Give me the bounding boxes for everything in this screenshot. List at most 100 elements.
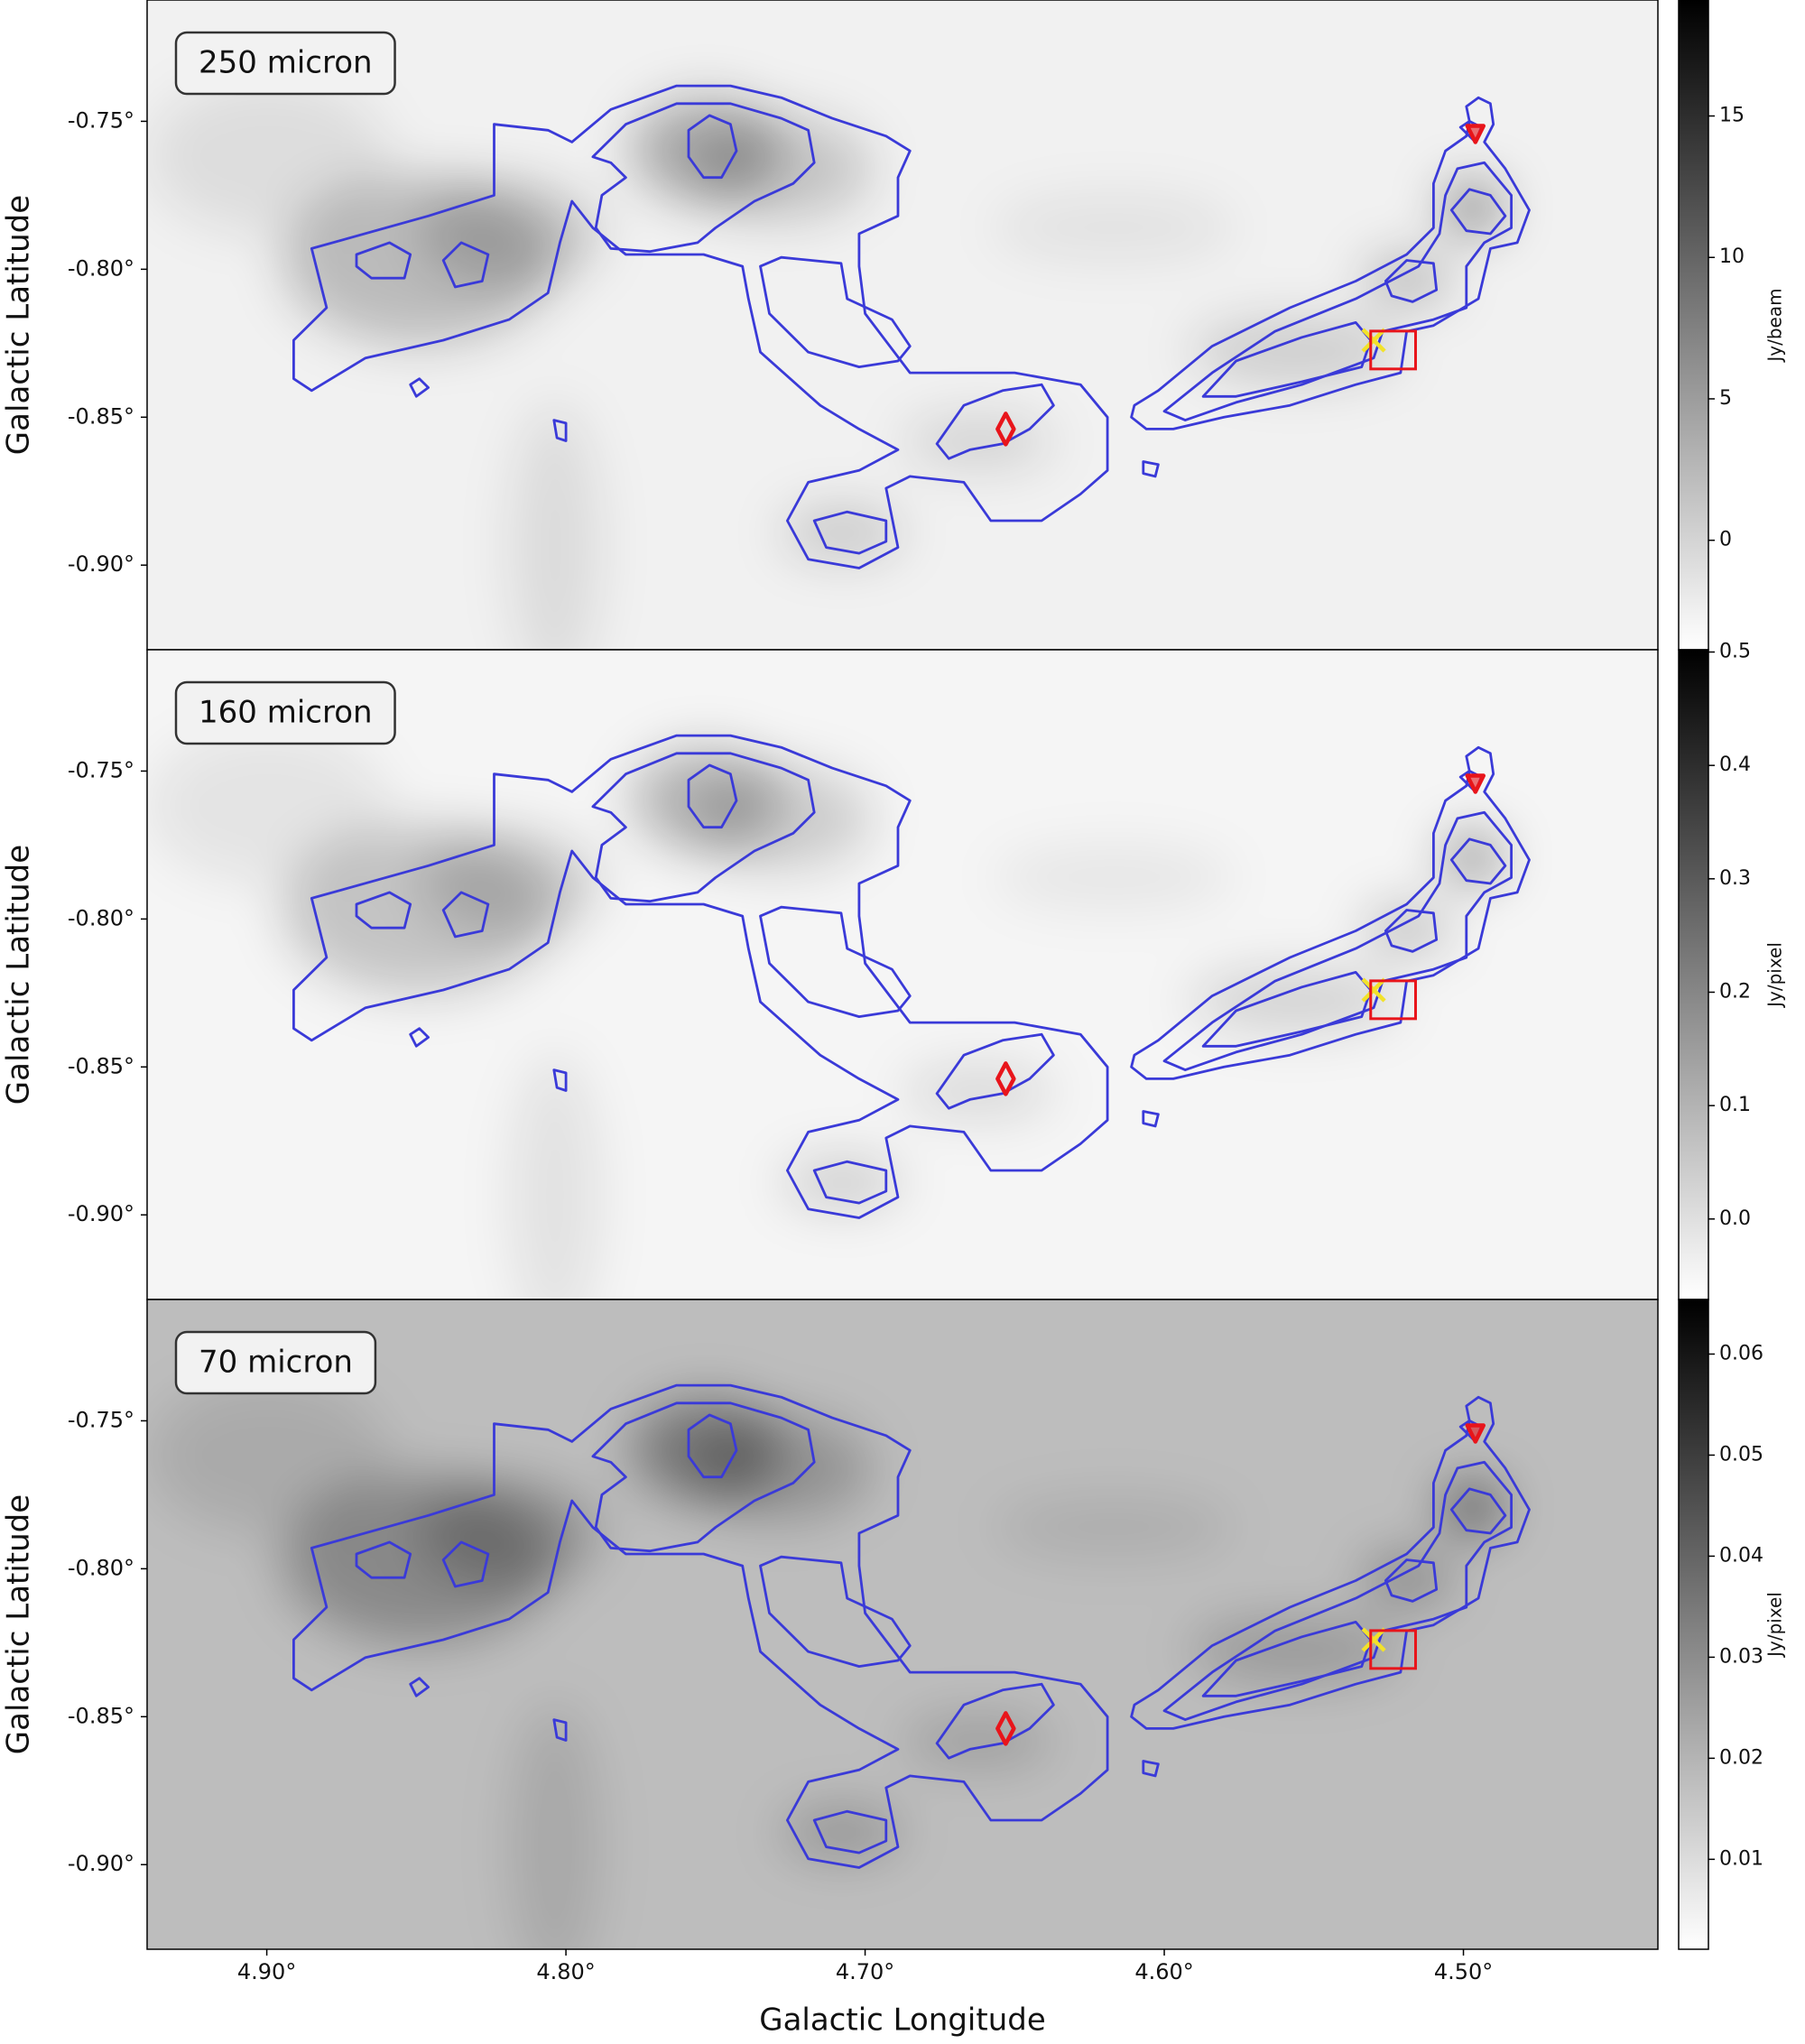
y-tick-label: -0.90°: [68, 1851, 134, 1876]
emission-blob: [993, 845, 1236, 910]
emission-blob: [993, 195, 1236, 260]
marker-box: [1369, 979, 1417, 1021]
x-tick-label: 4.60°: [1134, 1959, 1193, 1984]
image-emission: [147, 78, 1503, 650]
contour: [591, 1401, 816, 1553]
colorbar-tick-label: 0.2: [1719, 980, 1751, 1003]
y-tick-label: -0.85°: [68, 403, 134, 429]
emission-blob: [509, 1052, 601, 1299]
panel-label-box: [174, 680, 396, 745]
contour: [1130, 745, 1531, 1080]
panel-label-text: 70 micron: [199, 1345, 353, 1381]
contour: [552, 1068, 568, 1092]
emission-blob: [147, 1377, 389, 1534]
contour: [1130, 1395, 1531, 1730]
emission-blob: [509, 402, 601, 650]
contour: [552, 419, 568, 442]
contour: [1449, 837, 1507, 885]
colorbar-tick-label: 5: [1719, 387, 1732, 410]
colorbar-tick-label: 0.1: [1719, 1094, 1751, 1116]
y-tick-label: -0.80°: [68, 1555, 134, 1580]
y-tick-label: -0.75°: [68, 1407, 134, 1432]
contour: [1384, 909, 1439, 953]
contour: [1384, 1558, 1439, 1603]
emission-blob: [509, 1702, 601, 1949]
emission-blob: [690, 116, 873, 221]
marker-box: [1369, 1629, 1417, 1670]
colorbar: [1678, 1299, 1709, 1950]
colorbar-tick-label: 0: [1719, 529, 1732, 551]
plot-area: [147, 0, 1658, 650]
marker-diamond: [995, 1061, 1016, 1096]
contour: [759, 1555, 912, 1668]
contour: [935, 1682, 1055, 1760]
y-tick-label: -0.85°: [68, 1703, 134, 1728]
panel-label: 250 micron: [174, 31, 396, 96]
panel-label: 160 micron: [174, 680, 396, 745]
contour: [759, 255, 912, 368]
colorbar-tick-label: 0.4: [1719, 754, 1751, 776]
contour: [1384, 259, 1439, 303]
colorbar-tick-label: 0.02: [1719, 1746, 1763, 1769]
emission-blob: [902, 1715, 1054, 1768]
contour: [687, 763, 738, 829]
contour: [812, 1160, 888, 1205]
y-tick-label: -0.80°: [68, 255, 134, 281]
marker-triangle: [1465, 1423, 1486, 1444]
panel: -0.75° -0.80° -0.85° -0.90° Galactic Latitud…: [1, 641, 1786, 1300]
marker-cross: [1361, 328, 1386, 353]
x-tick-label: 4.50°: [1434, 1959, 1493, 1984]
emission-blob: [1189, 1617, 1402, 1683]
colorbar-tick-label: 10: [1719, 245, 1745, 268]
contour: [687, 114, 738, 180]
contour: [355, 1540, 412, 1579]
contour: [812, 510, 888, 555]
y-tick-label: -0.90°: [68, 551, 134, 577]
emission-blob: [782, 1806, 902, 1859]
contour: [441, 241, 490, 289]
colorbar-tick-label: 0.3: [1719, 867, 1751, 890]
emission-blob: [782, 1156, 902, 1209]
contour: [441, 1540, 490, 1588]
contour: [759, 905, 912, 1018]
contour: [355, 891, 412, 930]
contour: [935, 383, 1055, 460]
marker-diamond: [995, 412, 1016, 447]
contour: [1142, 1110, 1160, 1128]
emission-blob: [690, 1416, 873, 1521]
marker-triangle: [1465, 124, 1486, 144]
emission-blob: [419, 181, 601, 286]
colorbar: [1678, 0, 1709, 651]
panel-label: 70 micron: [174, 1330, 377, 1395]
emission-blob: [902, 1065, 1054, 1118]
marker-cross: [1361, 977, 1386, 1003]
emission-blob: [419, 1481, 601, 1586]
panel-label-box: [174, 1330, 377, 1395]
contour: [355, 241, 412, 280]
marker-cross: [1361, 1627, 1386, 1652]
contour: [812, 1809, 888, 1854]
plot-area: [147, 1299, 1658, 1949]
contour: [1142, 460, 1160, 478]
emission-blob: [690, 766, 873, 871]
contour: [409, 377, 430, 398]
contour: [1130, 96, 1531, 430]
contour: [1449, 1487, 1507, 1535]
contour: [441, 891, 490, 939]
plot-frame: [146, 1299, 1659, 1950]
y-tick-label: -0.85°: [68, 1053, 134, 1078]
panel: -0.75° -0.80° -0.85° -0.90° 4.90° 4.80° 4.70° 4…: [1, 1299, 1786, 2039]
contour: [292, 1383, 1109, 1869]
panel-label-box: [174, 31, 396, 96]
colorbar-tick-label: 0.0: [1719, 1207, 1751, 1230]
contour: [292, 84, 1109, 569]
colorbar-tick-label: 15: [1719, 105, 1745, 127]
y-axis-label: Galactic Latitude: [1, 195, 37, 455]
emission-blob: [902, 415, 1054, 468]
contour: [687, 1413, 738, 1479]
x-tick-label: 4.70°: [836, 1959, 894, 1984]
emission-blob: [147, 78, 389, 235]
contour: [1449, 188, 1507, 236]
plot-area: [147, 650, 1658, 1299]
